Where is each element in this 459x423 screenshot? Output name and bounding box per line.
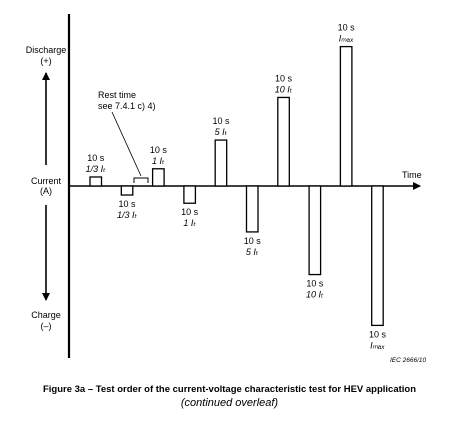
pulse-bar-2 — [120, 185, 134, 196]
pulse-bar-10 — [371, 185, 384, 327]
pulse-magnitude-label-4: 1 Iₜ — [183, 218, 196, 228]
pulse-bar-4 — [183, 185, 197, 204]
current-label: Current — [31, 176, 62, 186]
pulse-duration-label-3: 10 s — [150, 145, 168, 155]
pulse-magnitude-label-1: 1/3 Iₜ — [86, 164, 107, 174]
time-label: Time — [402, 170, 422, 180]
discharge-label: Discharge — [26, 45, 67, 55]
pulse-duration-label-2: 10 s — [119, 199, 137, 209]
pulse-magnitude-label-2: 1/3 Iₜ — [117, 210, 138, 220]
pulse-magnitude-label-10: Iₘₐₓ — [370, 340, 385, 350]
current-unit: (A) — [40, 186, 52, 196]
pulse-bar-3 — [151, 168, 165, 187]
pulse-magnitude-label-3: 1 Iₜ — [152, 156, 165, 166]
pulse-duration-label-8: 10 s — [306, 279, 324, 289]
pulse-duration-label-7: 10 s — [275, 73, 293, 83]
discharge-sign: (+) — [40, 56, 51, 66]
pulse-duration-label-4: 10 s — [181, 207, 199, 217]
pulse-bar-1 — [89, 176, 103, 187]
rest-time-label: Rest time — [98, 90, 136, 100]
pulse-magnitude-label-5: 5 Iₜ — [215, 127, 228, 137]
rest-time-reference: see 7.4.1 c) 4) — [98, 101, 156, 111]
pulse-bar-5 — [214, 139, 228, 187]
pulse-magnitude-label-8: 10 Iₜ — [306, 290, 324, 300]
pulse-duration-label-10: 10 s — [369, 329, 387, 339]
pulse-duration-label-5: 10 s — [212, 116, 230, 126]
pulse-bar-8 — [308, 185, 322, 276]
rest-time-bracket — [133, 177, 149, 183]
rest-time-pointer — [111, 111, 142, 177]
pulse-magnitude-label-6: 5 Iₜ — [246, 247, 259, 257]
test-order-diagram: Discharge (+) Current (A) Charge (–) Tim… — [26, 14, 427, 364]
pulse-duration-label-6: 10 s — [244, 236, 262, 246]
charge-sign: (–) — [41, 321, 52, 331]
iec-reference: IEC 2666/10 — [390, 357, 427, 364]
figure-caption: Figure 3a – Test order of the current-vo… — [42, 384, 417, 395]
pulse-duration-label-1: 10 s — [87, 153, 105, 163]
pulse-magnitude-label-7: 10 Iₜ — [275, 84, 293, 94]
pulse-bar-9 — [339, 45, 353, 187]
pulse-duration-label-9: 10 s — [338, 23, 356, 33]
pulse-bar-6 — [245, 185, 259, 233]
pulse-magnitude-label-9: Iₘₐₓ — [339, 34, 354, 44]
charge-label: Charge — [31, 310, 61, 320]
figure-caption-continued: (continued overleaf) — [180, 397, 279, 409]
pulse-bar-7 — [277, 96, 290, 187]
